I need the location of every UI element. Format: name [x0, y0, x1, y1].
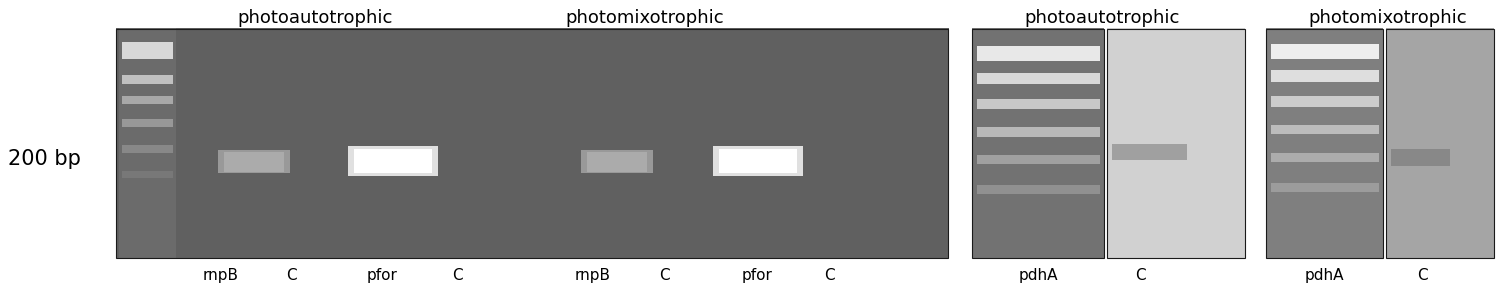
- Bar: [1386, 29, 1494, 258]
- Bar: [122, 96, 172, 104]
- Bar: [1270, 96, 1378, 107]
- Text: C: C: [1416, 268, 1428, 283]
- Bar: [354, 149, 432, 173]
- Bar: [586, 152, 646, 172]
- Bar: [976, 46, 1100, 61]
- Text: pdhA: pdhA: [1019, 268, 1058, 283]
- Bar: [972, 29, 1104, 258]
- Text: rnpB: rnpB: [574, 268, 610, 283]
- Bar: [122, 75, 172, 84]
- Bar: [217, 150, 290, 173]
- Text: C: C: [452, 268, 464, 283]
- Bar: [122, 171, 172, 178]
- Text: rnpB: rnpB: [202, 268, 238, 283]
- Bar: [122, 119, 172, 127]
- Text: C: C: [285, 268, 297, 283]
- Text: pfor: pfor: [368, 268, 398, 283]
- Bar: [224, 152, 284, 172]
- Bar: [1270, 125, 1378, 134]
- Bar: [1107, 29, 1245, 258]
- Text: C: C: [658, 268, 670, 283]
- Bar: [718, 149, 797, 173]
- Text: pdhA: pdhA: [1305, 268, 1344, 283]
- Bar: [1270, 153, 1378, 162]
- Text: pfor: pfor: [742, 268, 772, 283]
- Bar: [1266, 29, 1383, 258]
- Bar: [116, 29, 948, 258]
- Text: photoautotrophic: photoautotrophic: [1024, 9, 1180, 27]
- Text: photoautotrophic: photoautotrophic: [237, 9, 393, 27]
- Bar: [976, 99, 1100, 109]
- Bar: [1270, 183, 1378, 192]
- Bar: [1390, 149, 1450, 166]
- Bar: [976, 127, 1100, 137]
- Bar: [1112, 144, 1188, 160]
- Text: 200 bp: 200 bp: [8, 149, 81, 169]
- Bar: [976, 155, 1100, 164]
- Bar: [1270, 44, 1378, 59]
- Text: photomixotrophic: photomixotrophic: [1308, 9, 1467, 27]
- Bar: [122, 42, 172, 59]
- Bar: [976, 185, 1100, 194]
- Text: photomixotrophic: photomixotrophic: [566, 9, 724, 27]
- Bar: [348, 146, 438, 176]
- Text: C: C: [1134, 268, 1146, 283]
- Bar: [976, 73, 1100, 84]
- Bar: [1270, 71, 1378, 82]
- Bar: [122, 145, 172, 153]
- Text: C: C: [824, 268, 836, 283]
- Bar: [580, 150, 652, 173]
- Bar: [712, 146, 803, 176]
